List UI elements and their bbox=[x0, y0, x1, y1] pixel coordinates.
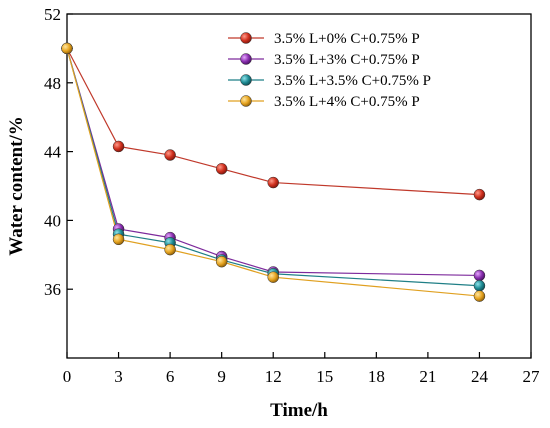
y-tick-label: 44 bbox=[44, 143, 62, 162]
series-line-3 bbox=[66, 48, 480, 287]
x-axis-ticks: 0 3 6 9 12 15 18 21 24 27 bbox=[63, 352, 540, 386]
x-tick-label: 9 bbox=[217, 367, 226, 386]
series-1-point bbox=[267, 176, 279, 189]
x-tick-label: 3 bbox=[114, 367, 123, 386]
y-tick-label: 52 bbox=[44, 5, 61, 24]
series-4-point bbox=[473, 290, 486, 302]
y-tick-label: 36 bbox=[44, 280, 61, 299]
x-tick-label: 6 bbox=[166, 367, 175, 386]
series-1-point bbox=[164, 149, 176, 161]
x-tick-label: 21 bbox=[419, 367, 436, 386]
legend: 3.5% L+0% C+0.75% P 3.5% L+3% C+0.75% P 3.… bbox=[228, 31, 431, 110]
y-axis-title: Water content/% bbox=[6, 116, 27, 256]
series-3-point bbox=[473, 280, 486, 292]
x-tick-label: 27 bbox=[523, 367, 541, 386]
y-tick-label: 40 bbox=[44, 211, 61, 230]
series-1-point bbox=[473, 188, 486, 201]
legend-label: 3.5% L+0% C+0.75% P bbox=[274, 31, 420, 47]
legend-marker bbox=[240, 32, 252, 44]
legend-marker bbox=[240, 53, 252, 65]
x-tick-label: 0 bbox=[63, 367, 72, 386]
legend-marker bbox=[240, 74, 252, 86]
x-tick-label: 15 bbox=[316, 367, 333, 386]
legend-label: 3.5% L+4% C+0.75% P bbox=[274, 94, 420, 110]
y-axis-ticks: 36 40 44 48 52 bbox=[44, 5, 73, 299]
series-1-point bbox=[215, 163, 228, 175]
y-tick-label: 48 bbox=[44, 74, 61, 93]
series-4-point bbox=[164, 243, 176, 256]
series-4-point bbox=[267, 271, 279, 283]
x-tick-label: 18 bbox=[368, 367, 385, 386]
series-4-point bbox=[215, 255, 228, 268]
legend-label: 3.5% L+3% C+0.75% P bbox=[274, 52, 420, 68]
series-line-4 bbox=[66, 48, 480, 297]
legend-label: 3.5% L+3.5% C+0.75% P bbox=[274, 73, 431, 89]
series-line-2 bbox=[66, 48, 480, 277]
series-4-point bbox=[61, 42, 73, 55]
x-tick-label: 12 bbox=[265, 367, 282, 386]
series-2-point bbox=[473, 269, 486, 282]
plot-frame bbox=[66, 13, 532, 359]
series-4-point bbox=[112, 233, 125, 246]
series-1-point bbox=[112, 140, 125, 153]
x-axis-title: Time/h bbox=[270, 400, 328, 421]
legend-marker bbox=[240, 95, 252, 107]
x-tick-label: 24 bbox=[471, 367, 489, 386]
series-line-1 bbox=[66, 48, 480, 196]
series-layer bbox=[61, 42, 486, 302]
